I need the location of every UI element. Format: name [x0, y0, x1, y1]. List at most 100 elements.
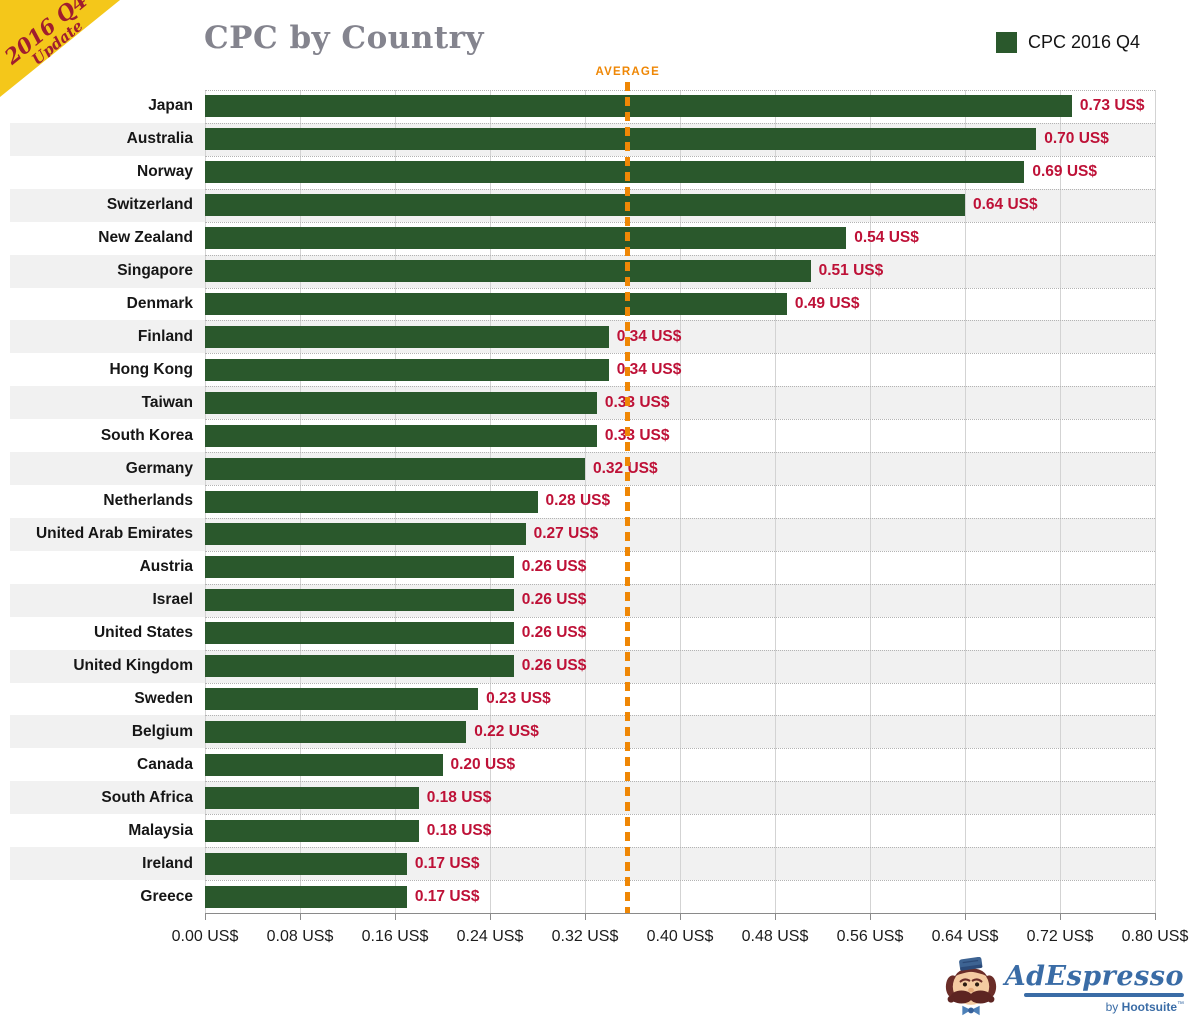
row-separator	[205, 814, 1155, 816]
average-line	[625, 82, 631, 913]
country-row: Sweden	[10, 683, 1155, 716]
cpc-value: 0.70 US$	[1044, 130, 1109, 148]
cpc-value: 0.26 US$	[521, 624, 587, 642]
axis-tick-label: 0.40 US$	[646, 928, 714, 945]
row-separator	[205, 517, 1155, 519]
row-separator	[205, 550, 1155, 552]
country-row: Netherlands	[10, 485, 1155, 518]
cpc-value: 0.34 US$	[616, 327, 682, 345]
cpc-bar	[205, 655, 514, 678]
row-separator	[205, 781, 1155, 783]
axis-tick-label: 0.48 US$	[741, 928, 809, 945]
gridline	[965, 90, 966, 913]
gridline	[870, 90, 871, 913]
country-row: Denmark	[10, 288, 1155, 321]
country-label: Germany	[125, 459, 193, 477]
row-separator	[205, 583, 1155, 585]
legend-swatch-icon	[996, 32, 1017, 53]
gridline	[1060, 90, 1061, 913]
axis-tick-label: 0.80 US$	[1121, 928, 1189, 945]
country-row: Japan	[10, 90, 1155, 123]
gridline	[1155, 90, 1156, 913]
cpc-bar	[205, 688, 479, 711]
cpc-value: 0.20 US$	[450, 755, 516, 773]
row-separator	[205, 353, 1155, 355]
country-row: Canada	[10, 748, 1155, 781]
average-label: AVERAGE	[595, 66, 660, 78]
cpc-bar	[205, 490, 538, 513]
cpc-bar	[205, 227, 847, 250]
country-label: Japan	[148, 97, 193, 115]
country-row: United Arab Emirates	[10, 517, 1155, 551]
country-row: Hong Kong	[10, 353, 1155, 386]
country-row: South Africa	[10, 781, 1155, 815]
cpc-value: 0.34 US$	[616, 360, 682, 378]
cpc-bar	[205, 424, 597, 447]
cpc-value: 0.22 US$	[474, 722, 539, 740]
gridline	[775, 90, 776, 913]
cpc-value: 0.26 US$	[521, 558, 587, 576]
cpc-bar	[205, 457, 585, 480]
cpc-bar	[205, 786, 419, 809]
row-separator	[205, 188, 1155, 190]
cpc-value: 0.23 US$	[486, 690, 551, 707]
cpc-value: 0.51 US$	[818, 262, 884, 280]
cpc-bar	[205, 556, 514, 579]
country-label: Australia	[126, 130, 193, 148]
country-row: Israel	[10, 583, 1155, 617]
cpc-bar	[205, 260, 811, 283]
adespresso-logo: AdEspresso by Hootsuite™	[945, 957, 1184, 1018]
row-separator	[205, 748, 1155, 750]
axis-tick	[1155, 913, 1156, 920]
country-row: United States	[10, 617, 1155, 650]
byline-hootsuite: Hootsuite	[1121, 1000, 1177, 1014]
row-separator	[205, 452, 1155, 454]
axis-tick	[965, 913, 966, 920]
cpc-bar	[205, 523, 526, 546]
country-label: Finland	[137, 327, 193, 345]
country-row: New Zealand	[10, 222, 1155, 255]
cpc-value: 0.33 US$	[604, 426, 670, 444]
country-label: Taiwan	[141, 393, 193, 411]
cpc-bar	[205, 128, 1037, 151]
cpc-value: 0.17 US$	[414, 854, 480, 872]
country-row: Austria	[10, 551, 1155, 584]
axis-tick-label: 0.08 US$	[266, 928, 334, 945]
country-label: Netherlands	[103, 492, 193, 510]
row-separator	[205, 847, 1155, 849]
legend-label: CPC 2016 Q4	[1028, 32, 1141, 52]
cpc-value: 0.73 US$	[1079, 97, 1145, 115]
country-row: Norway	[10, 156, 1155, 189]
cpc-value: 0.49 US$	[794, 294, 860, 312]
row-separator	[205, 419, 1155, 421]
axis-tick-label: 0.00 US$	[171, 928, 239, 945]
country-label: Greece	[140, 887, 193, 905]
axis-tick	[300, 913, 301, 920]
axis-tick	[775, 913, 776, 920]
country-label: Denmark	[126, 294, 193, 312]
cpc-bar	[205, 885, 407, 908]
cpc-bar	[205, 720, 467, 743]
cpc-bar	[205, 194, 965, 217]
cpc-value: 0.28 US$	[545, 492, 611, 510]
country-label: Malaysia	[128, 821, 193, 839]
cpc-bar	[205, 358, 609, 381]
country-label: South Korea	[100, 426, 193, 444]
country-label: Hong Kong	[109, 360, 193, 378]
row-separator	[205, 320, 1155, 322]
row-separator	[205, 287, 1155, 289]
country-label: South Africa	[101, 788, 193, 806]
axis-tick	[680, 913, 681, 920]
row-separator	[205, 880, 1155, 882]
country-label: Singapore	[117, 262, 193, 280]
gridline	[680, 90, 681, 913]
country-label: Austria	[139, 558, 193, 576]
cpc-value: 0.54 US$	[854, 229, 919, 247]
row-separator	[205, 616, 1155, 618]
chart-title: CPC by Country	[204, 20, 485, 56]
country-label: Ireland	[142, 854, 193, 872]
axis-tick	[585, 913, 586, 920]
country-label: Switzerland	[106, 196, 193, 214]
cpc-bar	[205, 819, 419, 842]
cpc-value: 0.64 US$	[973, 196, 1038, 214]
